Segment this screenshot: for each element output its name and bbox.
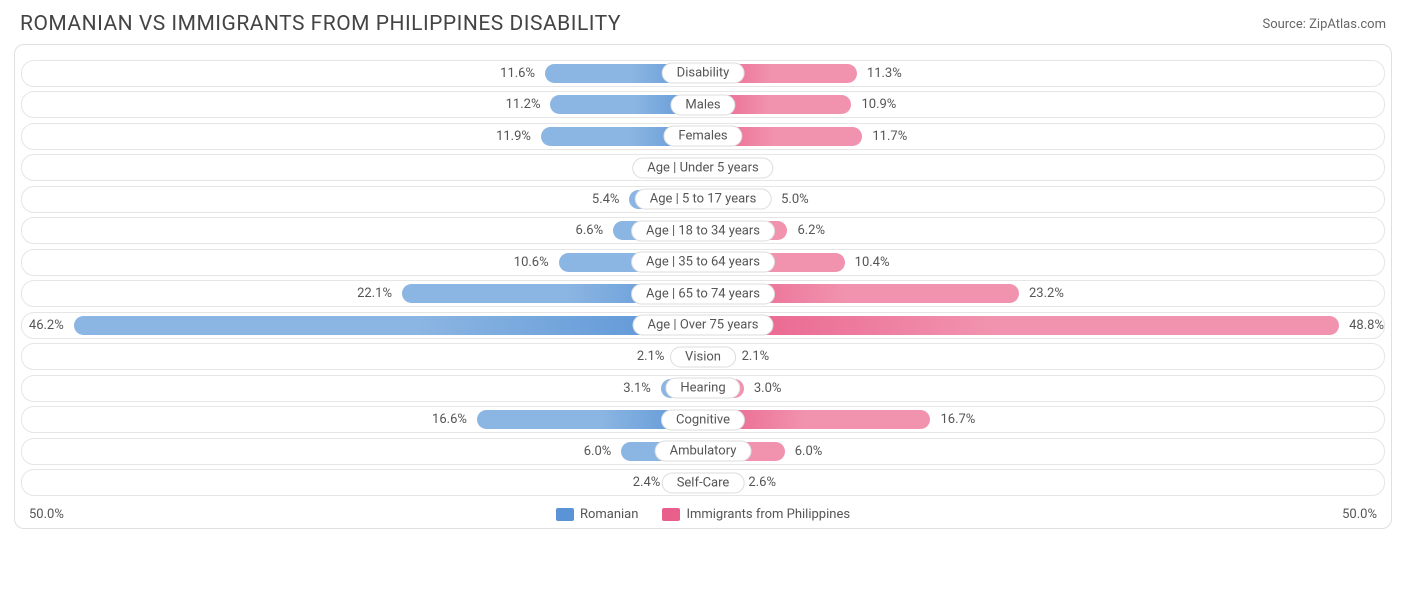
bar-left-value: 11.9%	[496, 129, 531, 144]
bar-left	[74, 316, 703, 335]
bar-right-value: 2.6%	[748, 475, 776, 490]
bar-right-value: 11.3%	[867, 66, 902, 81]
bar-row: 2.4% 2.6%Self-Care	[21, 469, 1385, 496]
bar-right-value: 10.9%	[861, 97, 896, 112]
bar-left-value: 2.1%	[637, 349, 665, 364]
category-label: Age | 35 to 64 years	[631, 252, 775, 273]
bar-left-value: 11.2%	[506, 97, 541, 112]
bar-row: 5.4% 5.0% Age | 5 to 17 years	[21, 186, 1385, 213]
bar-right-wrap: 10.9%	[703, 95, 1384, 114]
chart-source: Source: ZipAtlas.com	[1262, 17, 1386, 32]
bar-left-value: 3.1%	[623, 381, 651, 396]
bar-left-value: 10.6%	[514, 255, 549, 270]
bar-right-value: 2.1%	[742, 349, 770, 364]
bar-right-value: 23.2%	[1029, 286, 1064, 301]
bar-left-wrap: 46.2%	[22, 316, 703, 335]
bar-right-wrap: 2.1%	[703, 347, 1384, 366]
chart-title: ROMANIAN VS IMMIGRANTS FROM PHILIPPINES …	[20, 12, 621, 36]
bar-row: 6.6% 6.2% Age | 18 to 34 years	[21, 217, 1385, 244]
bar-right-wrap: 1.2%	[703, 158, 1384, 177]
chart-area: 11.6% 11.3% Disability 11.2% 10.9% Males 11.9%…	[14, 44, 1392, 529]
bar-left-wrap: 22.1%	[22, 284, 703, 303]
bar-right-value: 3.0%	[754, 381, 782, 396]
bar-row: 10.6% 10.4% Age | 35 to 64 years	[21, 249, 1385, 276]
category-label: Age | Over 75 years	[633, 315, 774, 336]
bar-right-wrap: 48.8%	[703, 316, 1384, 335]
category-label: Cognitive	[661, 409, 745, 430]
legend-row: 50.0% Romanian Immigrants from Philippin…	[21, 501, 1385, 524]
bar-left-value: 6.0%	[584, 444, 612, 459]
bar-row: 11.6% 11.3% Disability	[21, 60, 1385, 87]
bar-row: 6.0% 6.0% Ambulatory	[21, 438, 1385, 465]
category-label: Disability	[662, 63, 745, 84]
bar-left-wrap: 16.6%	[22, 410, 703, 429]
bar-left-wrap: 6.0%	[22, 442, 703, 461]
legend-label-right: Immigrants from Philippines	[686, 507, 850, 522]
bar-right-wrap: 3.0%	[703, 379, 1384, 398]
category-label: Age | 65 to 74 years	[631, 283, 775, 304]
bar-left-wrap: 2.1%	[22, 347, 703, 366]
bar-right-value: 16.7%	[940, 412, 975, 427]
bar-left-wrap: 11.9%	[22, 127, 703, 146]
bar-right-wrap: 5.0%	[703, 190, 1384, 209]
rows-container: 11.6% 11.3% Disability 11.2% 10.9% Males 11.9%…	[21, 60, 1385, 497]
bar-right-value: 48.8%	[1349, 318, 1384, 333]
legend-item-left: Romanian	[556, 507, 639, 522]
bar-right-wrap: 16.7%	[703, 410, 1384, 429]
bar-right-wrap: 6.2%	[703, 221, 1384, 240]
category-label: Age | 18 to 34 years	[631, 220, 775, 241]
bar-right-wrap: 2.6%	[703, 473, 1384, 492]
bar-right-wrap: 10.4%	[703, 253, 1384, 272]
bar-left-wrap: 3.1%	[22, 379, 703, 398]
bar-row: 22.1% 23.2% Age | 65 to 74 years	[21, 280, 1385, 307]
bar-right-value: 11.7%	[872, 129, 907, 144]
bar-left-value: 22.1%	[357, 286, 392, 301]
bar-left-value: 46.2%	[29, 318, 64, 333]
bar-row: 11.9% 11.7% Females	[21, 123, 1385, 150]
legend-swatch-right	[662, 508, 680, 521]
bar-left-wrap: 6.6%	[22, 221, 703, 240]
category-label: Self-Care	[662, 472, 745, 493]
legend-center: Romanian Immigrants from Philippines	[556, 507, 850, 522]
category-label: Age | Under 5 years	[632, 157, 773, 178]
category-label: Males	[670, 94, 735, 115]
bar-row: 2.1% 2.1% Vision	[21, 343, 1385, 370]
bar-right-wrap: 11.3%	[703, 64, 1384, 83]
category-label: Vision	[670, 346, 736, 367]
chart-header: ROMANIAN VS IMMIGRANTS FROM PHILIPPINES …	[0, 0, 1406, 44]
category-label: Hearing	[665, 378, 740, 399]
bar-right	[703, 316, 1339, 335]
bar-right-value: 10.4%	[855, 255, 890, 270]
bar-left-value: 5.4%	[592, 192, 620, 207]
bar-right-wrap: 11.7%	[703, 127, 1384, 146]
axis-right-label: 50.0%	[1342, 507, 1377, 522]
bar-left-wrap: 5.4%	[22, 190, 703, 209]
bar-right-value: 5.0%	[781, 192, 809, 207]
bar-row: 46.2% 48.8% Age | Over 75 years	[21, 312, 1385, 339]
axis-left-label: 50.0%	[29, 507, 64, 522]
bar-left-value: 11.6%	[500, 66, 535, 81]
category-label: Females	[663, 126, 742, 147]
bar-left-value: 16.6%	[432, 412, 467, 427]
category-label: Age | 5 to 17 years	[635, 189, 772, 210]
bar-right-value: 6.2%	[797, 223, 825, 238]
bar-left-value: 2.4%	[633, 475, 661, 490]
legend-label-left: Romanian	[580, 507, 639, 522]
bar-row: 16.6% 16.7% Cognitive	[21, 406, 1385, 433]
bar-left-wrap: 10.6%	[22, 253, 703, 272]
bar-left-wrap: 11.6%	[22, 64, 703, 83]
bar-left-wrap: 1.3%	[22, 158, 703, 177]
bar-right-wrap: 6.0%	[703, 442, 1384, 461]
bar-row: 3.1% 3.0% Hearing	[21, 375, 1385, 402]
bar-left-wrap: 11.2%	[22, 95, 703, 114]
legend-item-right: Immigrants from Philippines	[662, 507, 850, 522]
bar-row: 11.2% 10.9% Males	[21, 91, 1385, 118]
bar-row: 1.3%1.2%Age | Under 5 years	[21, 154, 1385, 181]
bar-right-value: 6.0%	[795, 444, 823, 459]
bar-right-wrap: 23.2%	[703, 284, 1384, 303]
bar-left-wrap: 2.4%	[22, 473, 703, 492]
bar-left-value: 6.6%	[576, 223, 604, 238]
category-label: Ambulatory	[655, 441, 752, 462]
legend-swatch-left	[556, 508, 574, 521]
